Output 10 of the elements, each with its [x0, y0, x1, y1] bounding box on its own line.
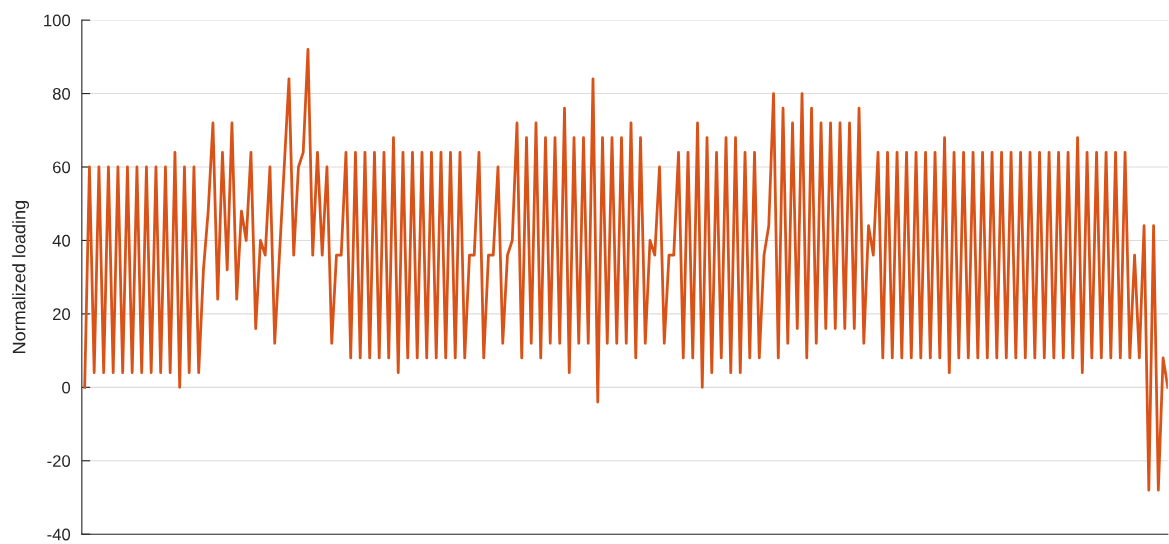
line-series — [83, 48, 1168, 492]
y-axis-title: Normalized loading — [12, 201, 30, 353]
y-tick-label: 40 — [52, 234, 71, 247]
y-tick-label: 60 — [53, 161, 71, 174]
y-tick-label: 0 — [62, 381, 71, 394]
y-tick-label: 100 — [44, 14, 71, 27]
y-tick-label: -20 — [47, 455, 71, 467]
y-tick-label: 20 — [53, 308, 71, 321]
y-tick-label: -40 — [47, 528, 71, 541]
y-tick-label: 80 — [52, 87, 71, 100]
